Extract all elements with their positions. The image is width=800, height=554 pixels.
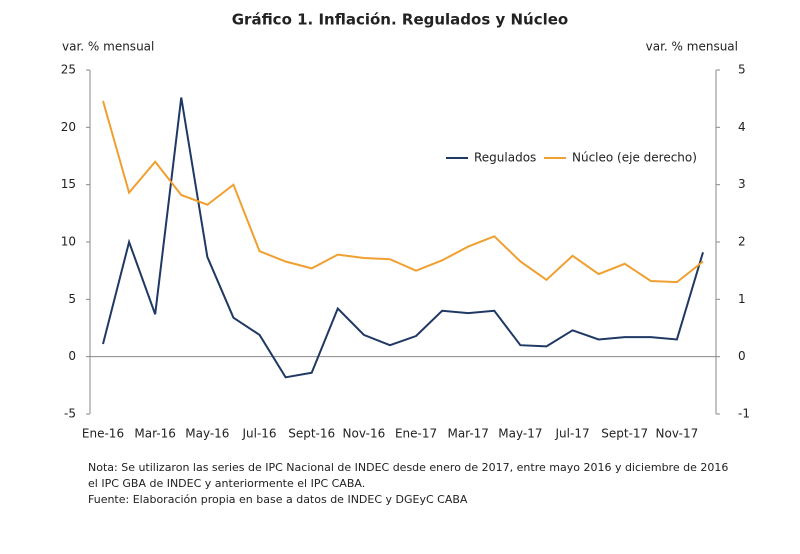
x-tick-label: Mar-17 <box>447 427 488 441</box>
legend-label: Regulados <box>474 151 536 165</box>
note: Nota: Se utilizaron las series de IPC Na… <box>88 461 728 474</box>
y2-tick-label: 0 <box>738 349 746 363</box>
y2-tick-label: 4 <box>738 120 746 134</box>
series-line <box>102 97 704 379</box>
y-tick-label: 0 <box>68 349 76 363</box>
y2-tick-label: -1 <box>738 407 750 421</box>
y2-tick-label: 3 <box>738 177 746 191</box>
x-tick-label: Nov-16 <box>343 427 386 441</box>
x-tick-label: Sept-16 <box>288 427 335 441</box>
legend-label: Núcleo (eje derecho) <box>572 151 697 165</box>
x-tick-label: Ene-17 <box>395 427 437 441</box>
x-tick-label: Jul-16 <box>241 427 276 441</box>
y-tick-label: 15 <box>61 177 76 191</box>
note: Fuente: Elaboración propia en base a dat… <box>88 493 468 506</box>
y2-tick-label: 5 <box>738 63 746 77</box>
y2-axis-label: var. % mensual <box>646 40 738 54</box>
x-tick-label: Sept-17 <box>601 427 648 441</box>
x-tick-label: Ene-16 <box>82 427 124 441</box>
y2-tick-label: 2 <box>738 235 746 249</box>
x-tick-label: Jul-17 <box>555 427 590 441</box>
y-tick-label: 5 <box>68 292 76 306</box>
y-tick-label: -5 <box>64 407 76 421</box>
chart-title: Gráfico 1. Inflación. Regulados y Núcleo <box>232 11 569 29</box>
y-tick-label: 25 <box>61 63 76 77</box>
x-tick-label: Mar-16 <box>134 427 175 441</box>
note: el IPC GBA de INDEC y anteriormente el I… <box>88 477 365 490</box>
x-tick-label: Nov-17 <box>656 427 699 441</box>
series-line <box>102 100 704 284</box>
y-tick-label: 10 <box>61 235 76 249</box>
y-tick-label: 20 <box>61 120 76 134</box>
y-axis-label: var. % mensual <box>62 40 154 54</box>
x-tick-label: May-16 <box>185 427 229 441</box>
x-tick-label: May-17 <box>498 427 542 441</box>
y2-tick-label: 1 <box>738 292 746 306</box>
